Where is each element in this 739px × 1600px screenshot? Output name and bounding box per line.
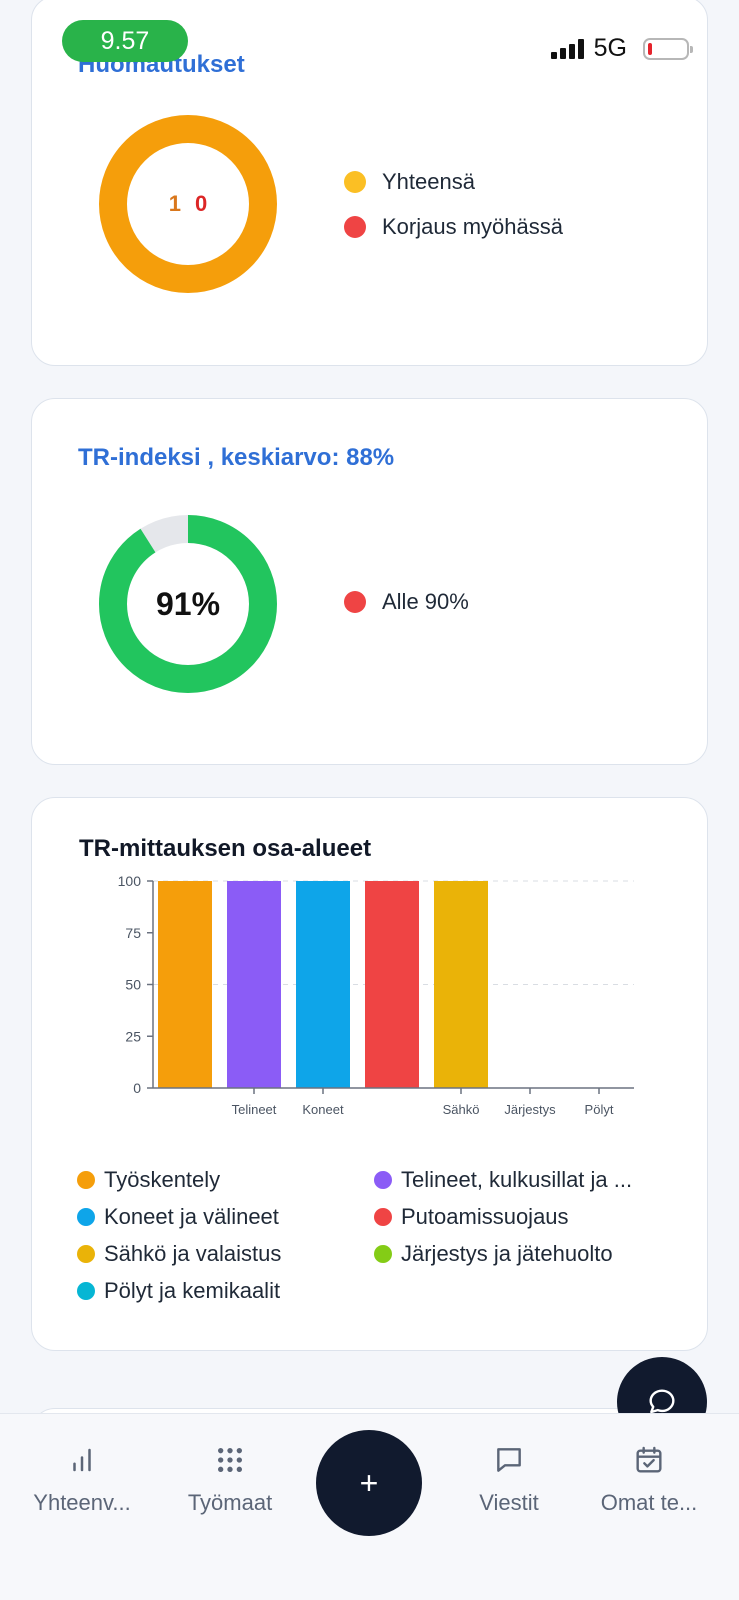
legend-dot <box>374 1170 392 1189</box>
y-tick-label: 100 <box>118 873 142 889</box>
legend-label-total: Yhteensä <box>382 168 475 194</box>
y-tick-label: 75 <box>125 925 141 941</box>
tr-index-card: TR-indeksi , keskiarvo: 88% 91% Alle 90% <box>31 398 708 765</box>
signal-icon <box>550 38 584 59</box>
message-icon <box>493 1440 525 1480</box>
tr-index-donut: 91% <box>98 514 278 694</box>
status-indicators: 5G <box>550 34 693 63</box>
y-tick-label: 50 <box>125 977 141 993</box>
calendar-check-icon <box>633 1440 665 1480</box>
x-tick-label: Sähkö <box>443 1102 480 1117</box>
legend-dot <box>77 1170 95 1189</box>
nav-item-messages[interactable]: Viestit <box>444 1440 574 1516</box>
legend-item-telineet: Telineet, kulkusillat ja ... <box>374 1161 677 1198</box>
legend-label: Järjestys ja jätehuolto <box>401 1240 613 1266</box>
chart-title: TR-mittauksen osa-alueet <box>79 835 372 862</box>
battery-level <box>648 42 652 55</box>
x-tick-label: Pölyt <box>585 1102 614 1117</box>
legend-item-total: Yhteensä <box>344 159 563 204</box>
tr-areas-bar-chart: 0 25 50 75 100 Telineet Koneet Sähkö Järjestys Pö… <box>118 873 634 1117</box>
tr-index-legend: Alle 90% <box>344 579 469 624</box>
legend-dot <box>77 1281 95 1300</box>
tr-index-donut-ring <box>99 515 277 693</box>
remarks-overdue-value: 0 <box>195 191 208 216</box>
legend-label-overdue: Korjaus myöhässä <box>382 213 563 239</box>
remarks-legend: Yhteensä Korjaus myöhässä <box>344 159 563 249</box>
legend-item-tyoskentely: Työskentely <box>77 1161 374 1198</box>
y-tick-label: 0 <box>133 1080 141 1096</box>
y-tick-label: 25 <box>125 1028 141 1044</box>
legend-item-putoamissuojaus: Putoamissuojaus <box>374 1198 677 1235</box>
bar-putoamissuojaus <box>365 881 419 1088</box>
add-button[interactable]: + <box>316 1430 422 1536</box>
x-tick-label: Telineet <box>232 1102 277 1117</box>
x-tick-label: Järjestys <box>504 1102 556 1117</box>
x-tick-label: Koneet <box>302 1102 344 1117</box>
tr-areas-legend: Työskentely Telineet, kulkusillat ja ...… <box>77 1161 677 1309</box>
legend-item-jarjestys: Järjestys ja jätehuolto <box>374 1235 677 1272</box>
nav-label-messages: Viestit <box>479 1490 539 1515</box>
tr-areas-card: TR-mittauksen osa-alueet 0 25 50 75 100 Telin… <box>31 797 708 1351</box>
legend-dot <box>374 1244 392 1263</box>
legend-dot-total <box>344 170 366 193</box>
tr-index-center-value: 91% <box>155 585 221 622</box>
legend-item-koneet: Koneet ja välineet <box>77 1198 374 1235</box>
legend-dot-overdue <box>344 215 366 238</box>
bar-telineet <box>227 881 281 1088</box>
bar-sähkö <box>434 881 488 1088</box>
bar-chart-icon <box>67 1440 97 1480</box>
legend-label-below-90: Alle 90% <box>382 588 469 614</box>
battery-icon <box>643 37 693 60</box>
bar-työskentely <box>158 881 212 1088</box>
nav-item-worksites[interactable]: Työmaat <box>165 1440 295 1516</box>
nav-label-summary: Yhteenv... <box>33 1490 131 1515</box>
status-time: 9.57 <box>100 26 150 55</box>
legend-label: Sähkö ja valaistus <box>104 1240 282 1266</box>
legend-label: Putoamissuojaus <box>401 1203 569 1229</box>
legend-dot <box>77 1207 95 1226</box>
chat-bubble-icon <box>649 1389 675 1414</box>
remarks-donut-ring <box>99 115 277 293</box>
legend-item-overdue: Korjaus myöhässä <box>344 204 563 249</box>
remarks-total-value: 1 <box>168 191 181 216</box>
nav-item-summary[interactable]: Yhteenv... <box>17 1440 147 1516</box>
nav-item-own-tasks[interactable]: Omat te... <box>584 1440 714 1516</box>
nav-label-own-tasks: Omat te... <box>600 1490 698 1515</box>
nav-label-worksites: Työmaat <box>187 1490 273 1515</box>
legend-dot <box>374 1207 392 1226</box>
legend-label: Koneet ja välineet <box>104 1203 279 1229</box>
legend-item-sahko: Sähkö ja valaistus <box>77 1235 374 1272</box>
legend-label: Pölyt ja kemikaalit <box>104 1277 281 1303</box>
network-type: 5G <box>593 34 627 62</box>
tr-index-title: TR-indeksi , keskiarvo: 88% <box>78 444 395 471</box>
status-time-pill: 9.57 <box>62 20 188 62</box>
bar-koneet <box>296 881 350 1088</box>
legend-label: Telineet, kulkusillat ja ... <box>401 1166 633 1192</box>
legend-dot <box>77 1244 95 1263</box>
plus-icon: + <box>359 1464 379 1501</box>
legend-label: Työskentely <box>104 1166 221 1192</box>
legend-item-below-90: Alle 90% <box>344 579 469 624</box>
legend-dot-below-90 <box>344 590 366 613</box>
grid-dots-icon <box>214 1440 246 1480</box>
donut-progress <box>99 515 277 693</box>
legend-item-polyt: Pölyt ja kemikaalit <box>77 1272 374 1309</box>
remarks-donut: 1 0 <box>98 114 278 294</box>
